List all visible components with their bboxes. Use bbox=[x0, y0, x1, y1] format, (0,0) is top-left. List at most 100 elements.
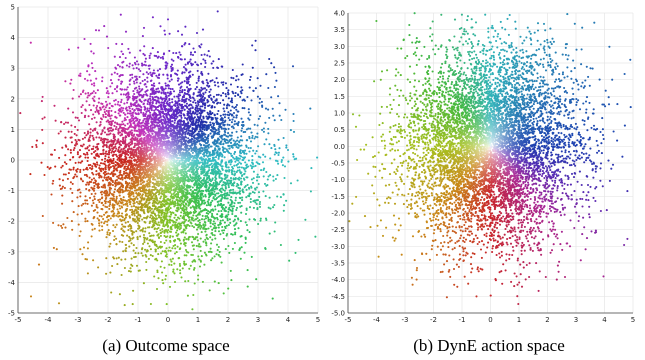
scatter-point bbox=[112, 224, 115, 227]
scatter-point bbox=[120, 258, 123, 261]
scatter-point bbox=[238, 161, 241, 164]
scatter-point bbox=[192, 101, 195, 104]
scatter-point bbox=[202, 144, 205, 147]
scatter-point bbox=[178, 264, 182, 267]
scatter-point bbox=[225, 194, 228, 197]
scatter-point bbox=[233, 218, 236, 221]
scatter-point bbox=[232, 77, 235, 80]
scatter-point bbox=[145, 260, 148, 264]
scatter-point bbox=[121, 191, 124, 194]
scatter-point bbox=[139, 229, 142, 232]
scatter-point bbox=[222, 92, 225, 95]
scatter-point bbox=[109, 79, 113, 82]
scatter-point bbox=[143, 216, 146, 219]
scatter-point bbox=[204, 207, 207, 211]
scatter-point bbox=[222, 181, 225, 184]
scatter-point bbox=[233, 170, 236, 173]
scatter-point bbox=[98, 176, 101, 179]
scatter-point bbox=[223, 110, 226, 113]
scatter-point bbox=[200, 70, 203, 74]
scatter-point bbox=[151, 215, 155, 219]
scatter-point bbox=[186, 82, 189, 85]
scatter-point bbox=[240, 155, 243, 158]
scatter-point bbox=[191, 128, 195, 131]
scatter-point bbox=[174, 223, 177, 226]
scatter-point bbox=[241, 89, 244, 92]
scatter-point bbox=[96, 104, 99, 108]
scatter-point bbox=[161, 227, 164, 231]
scatter-point bbox=[35, 139, 38, 142]
scatter-point bbox=[168, 285, 172, 288]
scatter-point bbox=[180, 33, 184, 36]
scatter-point bbox=[58, 178, 61, 181]
scatter-point bbox=[91, 199, 94, 202]
scatter-point bbox=[256, 199, 259, 202]
scatter-point bbox=[250, 99, 253, 102]
scatter-point bbox=[138, 98, 141, 101]
scatter-point bbox=[248, 150, 251, 153]
scatter-point bbox=[154, 108, 157, 111]
scatter-point bbox=[172, 268, 175, 271]
scatter-point bbox=[217, 137, 220, 140]
scatter-point bbox=[197, 75, 201, 78]
scatter-point bbox=[131, 64, 134, 67]
scatter-point bbox=[72, 88, 75, 92]
scatter-point bbox=[234, 196, 237, 199]
scatter-point bbox=[156, 108, 159, 112]
scatter-point bbox=[141, 121, 144, 124]
scatter-point bbox=[198, 265, 202, 268]
scatter-point bbox=[154, 99, 157, 102]
scatter-point bbox=[159, 240, 162, 244]
scatter-point bbox=[171, 140, 174, 143]
scatter-point bbox=[212, 66, 215, 69]
scatter-point bbox=[278, 114, 281, 117]
scatter-point bbox=[227, 210, 230, 213]
scatter-point bbox=[228, 218, 231, 221]
scatter-point bbox=[215, 226, 218, 229]
scatter-point bbox=[78, 74, 81, 77]
scatter-point bbox=[62, 173, 65, 176]
scatter-point bbox=[86, 202, 89, 205]
scatter-point bbox=[66, 216, 69, 220]
scatter-point bbox=[113, 238, 116, 242]
scatter-point bbox=[83, 136, 87, 139]
scatter-point bbox=[153, 227, 157, 230]
scatter-point bbox=[141, 96, 144, 99]
scatter-point bbox=[110, 73, 113, 76]
scatter-point bbox=[224, 186, 227, 189]
scatter-point bbox=[135, 192, 138, 195]
scatter-point bbox=[164, 274, 168, 277]
scatter-point bbox=[248, 118, 251, 121]
scatter-point bbox=[131, 108, 134, 111]
scatter-point bbox=[201, 147, 204, 150]
scatter-point bbox=[241, 63, 244, 66]
scatter-point bbox=[46, 166, 49, 169]
scatter-point bbox=[214, 116, 217, 119]
scatter-point bbox=[115, 42, 118, 45]
scatter-point bbox=[168, 49, 171, 52]
scatter-point bbox=[82, 168, 85, 171]
scatter-point bbox=[77, 205, 80, 208]
scatter-point bbox=[264, 247, 267, 250]
scatter-point bbox=[250, 185, 253, 188]
scatter-point bbox=[81, 160, 84, 163]
scatter-point bbox=[197, 232, 200, 236]
scatter-point bbox=[128, 235, 131, 238]
scatter-point bbox=[91, 129, 94, 132]
scatter-point bbox=[247, 127, 250, 130]
scatter-point bbox=[164, 109, 167, 112]
scatter-point bbox=[207, 227, 210, 230]
scatter-point bbox=[92, 137, 95, 140]
scatter-point bbox=[207, 94, 210, 98]
scatter-point bbox=[75, 140, 78, 143]
scatter-point bbox=[203, 151, 206, 155]
scatter-point bbox=[118, 65, 121, 68]
scatter-point bbox=[153, 275, 156, 278]
scatter-point bbox=[108, 189, 111, 193]
scatter-point bbox=[146, 107, 149, 111]
scatter-point bbox=[235, 114, 238, 117]
scatter-point bbox=[126, 101, 129, 104]
scatter-point bbox=[98, 164, 101, 167]
scatter-point bbox=[230, 205, 233, 208]
scatter-point bbox=[164, 191, 167, 194]
